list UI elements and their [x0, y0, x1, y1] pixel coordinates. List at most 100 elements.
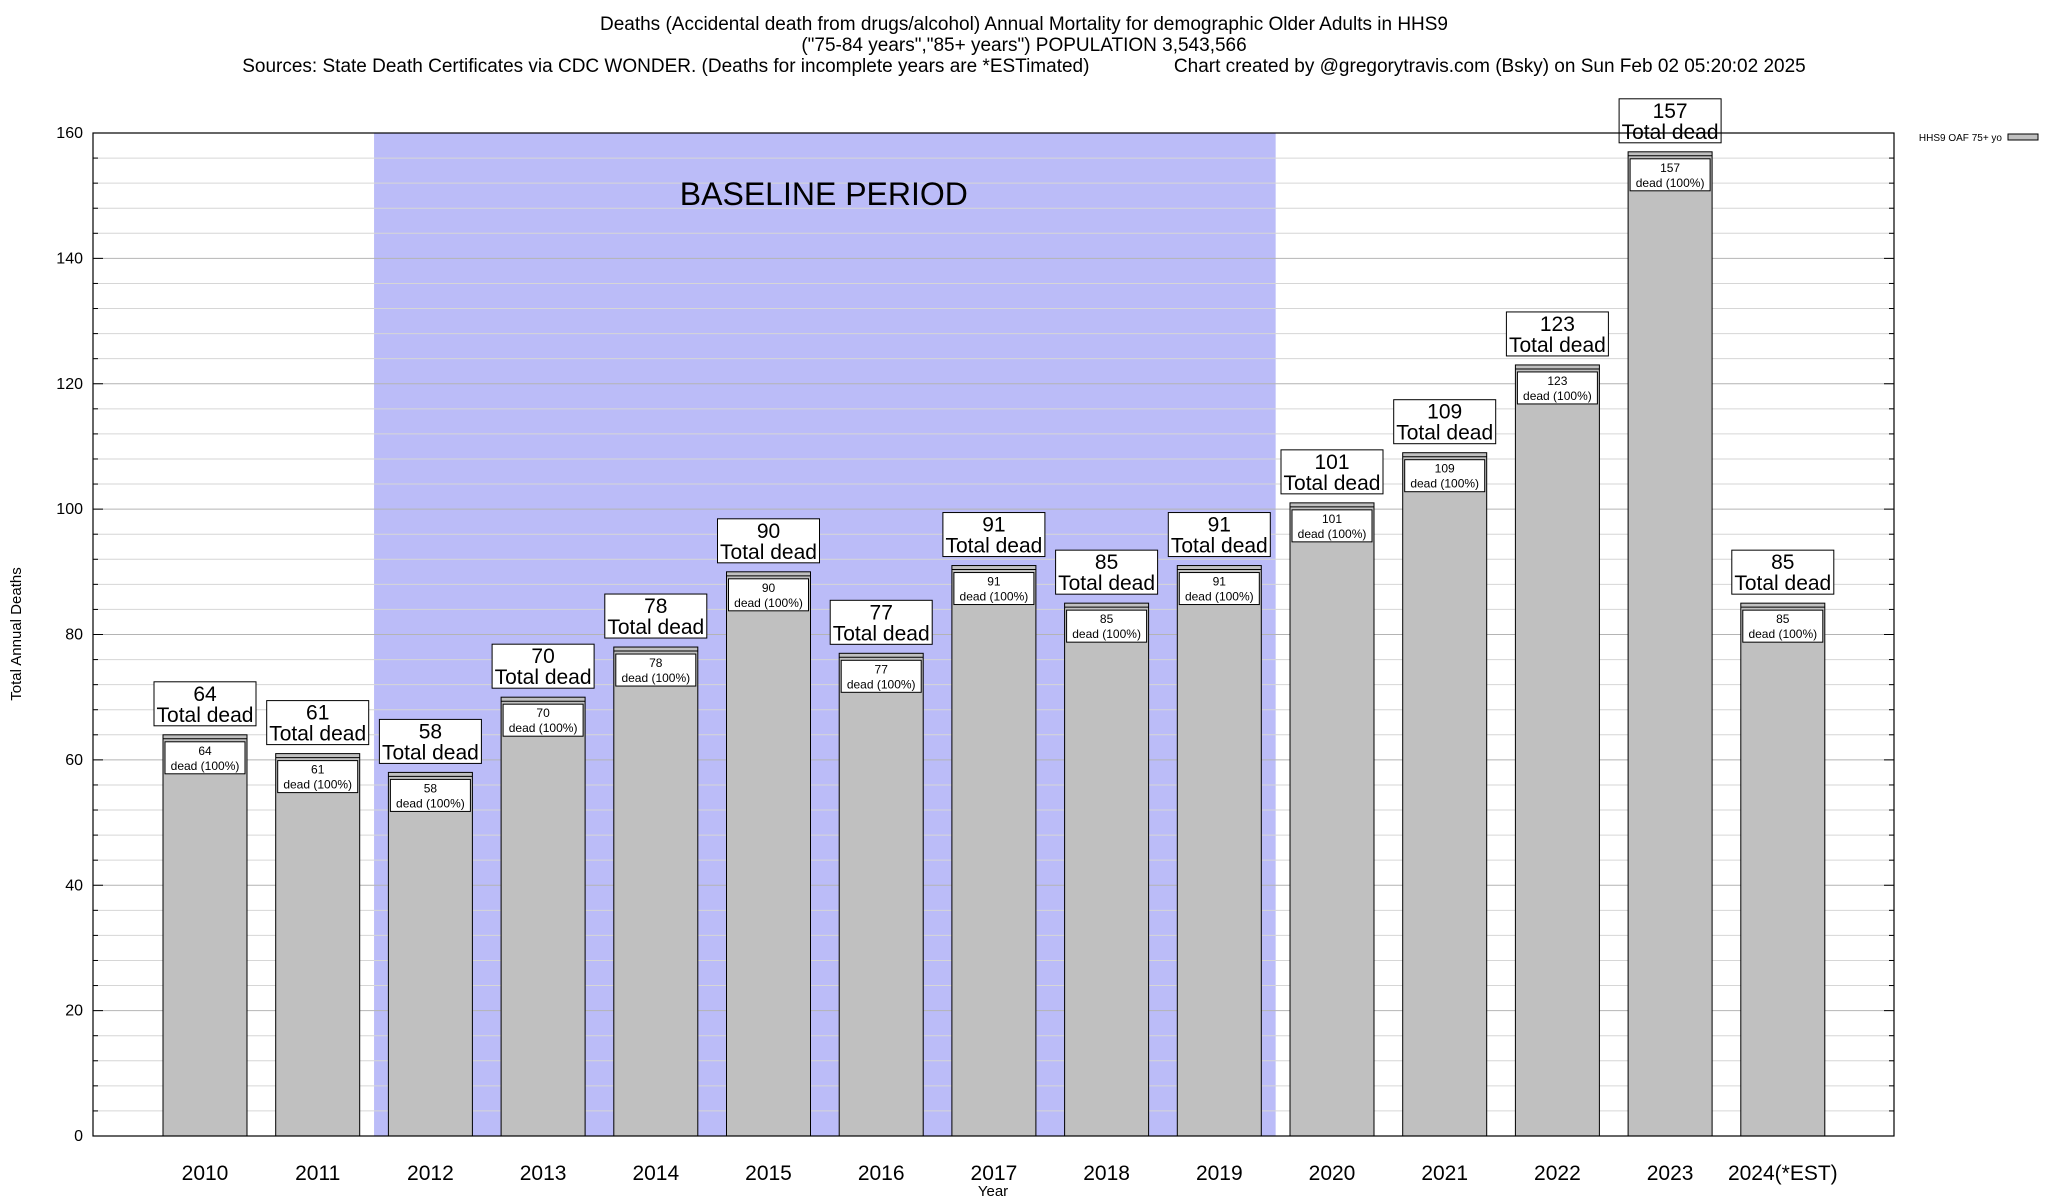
bar-2023 — [1627, 151, 1713, 1137]
inner-label-box — [840, 659, 922, 693]
y-tick-label: 100 — [56, 501, 83, 518]
x-tick-label: 2024(*EST) — [1728, 1162, 1838, 1185]
x-tick-label: 2022 — [1534, 1162, 1581, 1185]
inner-label-text: dead (100%) — [283, 778, 352, 792]
inner-label-box — [1178, 572, 1260, 606]
bar-2019 — [1176, 565, 1262, 1137]
top-label-box — [717, 518, 820, 564]
inner-label-text: dead (100%) — [734, 596, 803, 610]
x-tick-label: 2015 — [745, 1162, 792, 1185]
inner-label-value: 91 — [1213, 575, 1227, 589]
bar-2014 — [613, 646, 699, 1137]
top-label-box — [1167, 512, 1271, 558]
inner-label-box — [389, 778, 471, 812]
x-tick-label: 2013 — [520, 1162, 567, 1185]
top-label-box — [942, 512, 1046, 558]
bar-2013 — [500, 696, 586, 1137]
inner-label-text: dead (100%) — [171, 759, 240, 773]
top-label-text: Total dead — [1171, 535, 1268, 558]
inner-label-value: 90 — [762, 581, 776, 595]
y-axis-title: Total Annual Deaths — [8, 567, 25, 700]
bar-2016 — [838, 652, 924, 1137]
baseline-period-label: BASELINE PERIOD — [680, 176, 968, 212]
bar-2020 — [1289, 502, 1375, 1137]
y-tick-label: 120 — [56, 376, 83, 393]
top-label-box — [1505, 311, 1609, 357]
top-label-text: Total dead — [382, 741, 479, 764]
legend-swatch — [2007, 133, 2039, 141]
y-tick-label: 140 — [56, 250, 83, 267]
x-tick-label: 2016 — [858, 1162, 905, 1185]
y-tick-label: 160 — [56, 125, 83, 142]
title-credit: Chart created by @gregorytravis.com (Bsk… — [1173, 56, 1806, 77]
top-label-box — [1618, 98, 1722, 144]
y-tick-label: 40 — [65, 877, 83, 894]
top-label-text: Total dead — [945, 535, 1042, 558]
x-tick-label: 2020 — [1309, 1162, 1356, 1185]
inner-label-value: 64 — [198, 744, 212, 758]
inner-label-text: dead (100%) — [1410, 477, 1479, 491]
top-label-value: 85 — [1771, 551, 1794, 574]
inner-label-box — [1629, 158, 1711, 192]
top-label-text: Total dead — [607, 616, 704, 639]
inner-label-value: 157 — [1660, 161, 1680, 175]
inner-label-text: dead (100%) — [1298, 527, 1367, 541]
bar-2012 — [387, 771, 473, 1137]
top-label-value: 91 — [982, 514, 1005, 537]
y-tick-label: 80 — [65, 627, 83, 644]
inner-label-value: 78 — [649, 656, 663, 670]
inner-label-box — [728, 578, 809, 612]
y-tick-label: 20 — [65, 1003, 83, 1020]
top-label-value: 77 — [870, 601, 893, 624]
bar-2011 — [275, 753, 361, 1137]
top-label-text: Total dead — [1058, 572, 1155, 595]
inner-label-box — [1404, 459, 1486, 493]
bar-2010 — [162, 734, 248, 1137]
y-tick-label: 60 — [65, 752, 83, 769]
x-tick-label: 2012 — [407, 1162, 454, 1185]
x-tick-label: 2011 — [295, 1162, 340, 1185]
top-label-box — [491, 643, 595, 689]
inner-label-value: 77 — [875, 662, 889, 676]
inner-label-box — [277, 760, 359, 794]
inner-label-box — [1516, 371, 1598, 405]
x-tick-label: 2014 — [632, 1162, 679, 1185]
plot-frame — [92, 132, 1895, 1137]
top-label-value: 157 — [1653, 100, 1688, 123]
inner-label-text: dead (100%) — [1072, 627, 1141, 641]
top-label-text: Total dead — [833, 622, 930, 645]
inner-label-box — [953, 572, 1035, 606]
top-label-value: 85 — [1095, 551, 1118, 574]
top-label-text: Total dead — [1509, 334, 1606, 357]
top-label-box — [1055, 549, 1159, 595]
y-tick-label: 0 — [74, 1128, 83, 1145]
top-label-text: Total dead — [1734, 572, 1831, 595]
top-label-value: 70 — [531, 645, 554, 668]
inner-label-text: dead (100%) — [960, 590, 1029, 604]
x-tick-label: 2017 — [971, 1162, 1018, 1185]
inner-label-box — [1742, 609, 1824, 643]
x-tick-label: 2018 — [1083, 1162, 1130, 1185]
top-label-value: 78 — [644, 595, 667, 618]
top-label-text: Total dead — [495, 666, 592, 689]
legend-label: HHS9 OAF 75+ yo — [1919, 133, 2003, 144]
inner-label-box — [502, 703, 584, 737]
x-tick-label: 2023 — [1647, 1162, 1694, 1185]
top-label-box — [1393, 399, 1497, 445]
x-axis-title: Year — [978, 1183, 1008, 1200]
x-tick-label: 2010 — [182, 1162, 229, 1185]
top-label-value: 64 — [193, 683, 217, 706]
inner-label-text: dead (100%) — [1523, 389, 1592, 403]
top-label-value: 91 — [1208, 514, 1231, 537]
top-label-value: 90 — [757, 520, 780, 543]
bar-2017 — [951, 565, 1037, 1137]
inner-label-value: 123 — [1547, 374, 1567, 388]
bar-2018 — [1064, 602, 1150, 1137]
top-label-box — [829, 599, 933, 645]
title-line-2: ("75-84 years","85+ years") POPULATION 3… — [801, 35, 1247, 56]
top-label-box — [378, 718, 482, 764]
top-label-text: Total dead — [1622, 121, 1719, 144]
top-label-box — [604, 593, 708, 639]
bar-2021 — [1402, 452, 1488, 1137]
